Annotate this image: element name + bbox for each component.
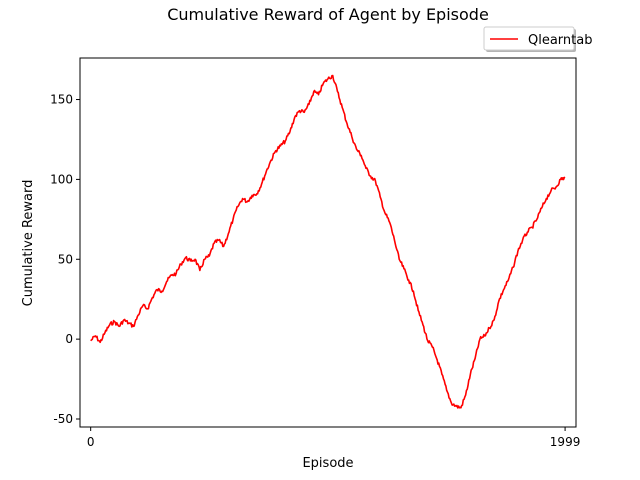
y-tick-label: 0 bbox=[65, 332, 73, 346]
chart-title: Cumulative Reward of Agent by Episode bbox=[167, 5, 489, 24]
y-axis-label: Cumulative Reward bbox=[21, 180, 36, 307]
axes-frame bbox=[79, 57, 577, 428]
y-tick-label: 150 bbox=[50, 93, 73, 107]
x-tick-label: 1999 bbox=[550, 435, 581, 449]
legend-entry-qlearntab: Qlearntab bbox=[528, 33, 592, 48]
x-tick-label: 0 bbox=[87, 435, 95, 449]
y-tick-label: -50 bbox=[53, 412, 73, 426]
y-tick-label: 100 bbox=[50, 172, 73, 186]
plot-area: -50 0 50 100 150 0 1999 bbox=[50, 74, 581, 449]
legend: Qlearntab bbox=[483, 26, 592, 52]
x-axis-label: Episode bbox=[302, 456, 353, 471]
y-tick-label: 50 bbox=[58, 252, 73, 266]
series-line-0 bbox=[90, 74, 566, 409]
legend-box bbox=[483, 26, 575, 51]
